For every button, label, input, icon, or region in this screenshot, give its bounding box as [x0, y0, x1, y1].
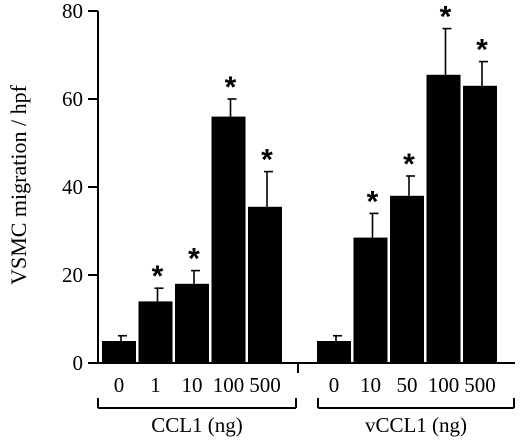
y-tick-label: 60: [62, 87, 83, 111]
bar: [211, 116, 246, 363]
x-tick-label: 500: [249, 373, 281, 397]
significance-star: *: [367, 185, 379, 218]
bar: [353, 237, 388, 363]
x-tick-label: 100: [213, 373, 245, 397]
bar: [102, 341, 136, 363]
bars: [102, 27, 497, 364]
y-tick-label: 0: [73, 351, 84, 375]
significance-star: *: [152, 260, 164, 293]
group-label: vCCL1 (ng): [365, 413, 467, 437]
x-tick-label: 50: [397, 373, 418, 397]
bar: [463, 85, 497, 364]
group-label: CCL1 (ng): [151, 413, 243, 437]
x-tick-label: 500: [464, 373, 496, 397]
significance-star: *: [476, 34, 488, 67]
bar: [248, 206, 282, 363]
significance-star: *: [261, 144, 273, 177]
significance-star: *: [225, 71, 237, 104]
y-tick-label: 40: [62, 175, 83, 199]
bar: [317, 341, 351, 363]
x-tick-label: 0: [114, 373, 125, 397]
significance-star: *: [403, 148, 415, 181]
significance-star: *: [440, 1, 452, 34]
y-tick-label: 20: [62, 263, 83, 287]
significance-star: *: [188, 243, 200, 276]
x-tick-label: 0: [329, 373, 340, 397]
bar: [426, 74, 461, 364]
bar: [390, 195, 424, 363]
x-tick-label: 10: [360, 373, 381, 397]
y-tick-label: 80: [62, 0, 83, 23]
bar: [138, 301, 173, 363]
x-tick-label: 100: [428, 373, 460, 397]
x-tick-label: 1: [150, 373, 161, 397]
x-tick-label: 10: [182, 373, 203, 397]
bar: [175, 283, 209, 363]
y-axis-label: VSMC migration / hpf: [6, 84, 31, 285]
